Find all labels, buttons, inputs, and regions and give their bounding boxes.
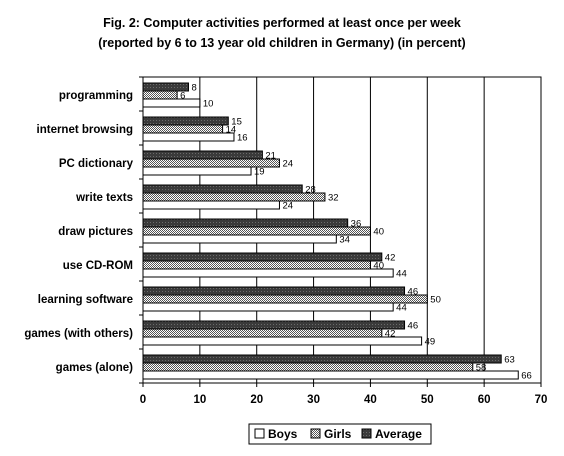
- x-tick-label-50: 50: [421, 394, 434, 406]
- x-tick-label-20: 20: [250, 394, 263, 406]
- legend-swatch-girls: [310, 428, 321, 439]
- data-label-girls: 40: [373, 261, 384, 272]
- bar-boys: [142, 132, 235, 142]
- data-label-boys: 66: [521, 371, 532, 382]
- bar-girls: [142, 294, 428, 304]
- category-labels: programming internet browsing PC dictionar…: [24, 90, 133, 374]
- data-label-girls: 58: [476, 363, 487, 374]
- data-label-boys: 24: [282, 201, 293, 212]
- legend-swatch-average: [361, 428, 372, 439]
- x-tick-label-60: 60: [478, 394, 491, 406]
- bars: [142, 82, 519, 380]
- data-label-boys: 16: [237, 133, 248, 144]
- bar-average: [142, 150, 263, 160]
- category-label: write texts: [75, 192, 133, 204]
- data-label-girls: 6: [180, 91, 185, 102]
- bar-average: [142, 116, 229, 126]
- axes: [139, 76, 542, 387]
- category-label: PC dictionary: [59, 158, 134, 170]
- data-label-girls: 50: [430, 295, 441, 306]
- data-labels: 8610151416212419283224364034424044465044…: [180, 83, 532, 382]
- chart-subtitle: (reported by 6 to 13 year old children i…: [98, 36, 465, 50]
- category-label: games (with others): [24, 328, 133, 340]
- chart-title: Fig. 2: Computer activities performed at…: [103, 16, 461, 30]
- data-label-average: 8: [191, 83, 196, 94]
- bar-boys: [142, 336, 423, 346]
- category-label: programming: [59, 90, 133, 102]
- data-label-average: 46: [408, 287, 419, 298]
- bar-girls: [142, 192, 326, 202]
- bar-boys: [142, 98, 201, 108]
- x-tick-label-10: 10: [193, 394, 206, 406]
- data-label-boys: 19: [254, 167, 265, 178]
- data-label-average: 63: [504, 355, 515, 366]
- bar-boys: [142, 268, 394, 278]
- data-label-boys: 49: [425, 337, 436, 348]
- data-label-average: 46: [408, 321, 419, 332]
- data-label-girls: 40: [373, 227, 384, 238]
- category-label: learning software: [38, 294, 133, 306]
- x-tick-label-40: 40: [364, 394, 377, 406]
- data-label-boys: 44: [396, 269, 407, 280]
- bar-average: [142, 184, 303, 194]
- data-label-girls: 14: [226, 125, 237, 136]
- legend-label-girls: Girls: [324, 427, 352, 441]
- data-label-girls: 42: [385, 329, 396, 340]
- legend-box: [248, 423, 432, 445]
- legend-swatch-boys: [254, 428, 265, 439]
- category-label: use CD-ROM: [63, 260, 133, 272]
- category-label: draw pictures: [58, 226, 133, 238]
- data-label-boys: 34: [339, 235, 350, 246]
- data-label-girls: 24: [282, 159, 293, 170]
- x-tick-labels: 0 10 20 30 40 50 60 70: [140, 394, 548, 406]
- bar-boys: [142, 166, 252, 176]
- bar-girls: [142, 90, 178, 100]
- x-tick-label-70: 70: [535, 394, 548, 406]
- legend-label-boys: Boys: [268, 427, 298, 441]
- data-label-average: 28: [305, 185, 316, 196]
- data-label-average: 15: [231, 117, 242, 128]
- bar-average: [142, 320, 406, 330]
- data-label-average: 42: [385, 253, 396, 264]
- bar-girls: [142, 124, 224, 134]
- data-label-boys: 44: [396, 303, 407, 314]
- bar-boys: [142, 234, 337, 244]
- bar-average: [142, 354, 502, 364]
- bar-average: [142, 286, 406, 296]
- bar-girls: [142, 362, 474, 372]
- bar-boys: [142, 302, 394, 312]
- bar-boys: [142, 200, 280, 210]
- data-label-boys: 10: [203, 99, 214, 110]
- category-label: internet browsing: [37, 124, 133, 136]
- data-label-girls: 32: [328, 193, 339, 204]
- legend-label-average: Average: [375, 427, 422, 441]
- legend: Boys Girls Average: [248, 423, 432, 445]
- data-label-average: 36: [351, 219, 362, 230]
- bar-girls: [142, 226, 371, 236]
- x-tick-label-0: 0: [140, 394, 146, 406]
- bar-boys: [142, 370, 519, 380]
- bar-girls: [142, 260, 371, 270]
- bar-average: [142, 218, 349, 228]
- bar-average: [142, 252, 383, 262]
- bar-girls: [142, 328, 383, 338]
- category-label: games (alone): [56, 362, 133, 374]
- data-label-average: 21: [265, 151, 276, 162]
- x-tick-label-30: 30: [307, 394, 320, 406]
